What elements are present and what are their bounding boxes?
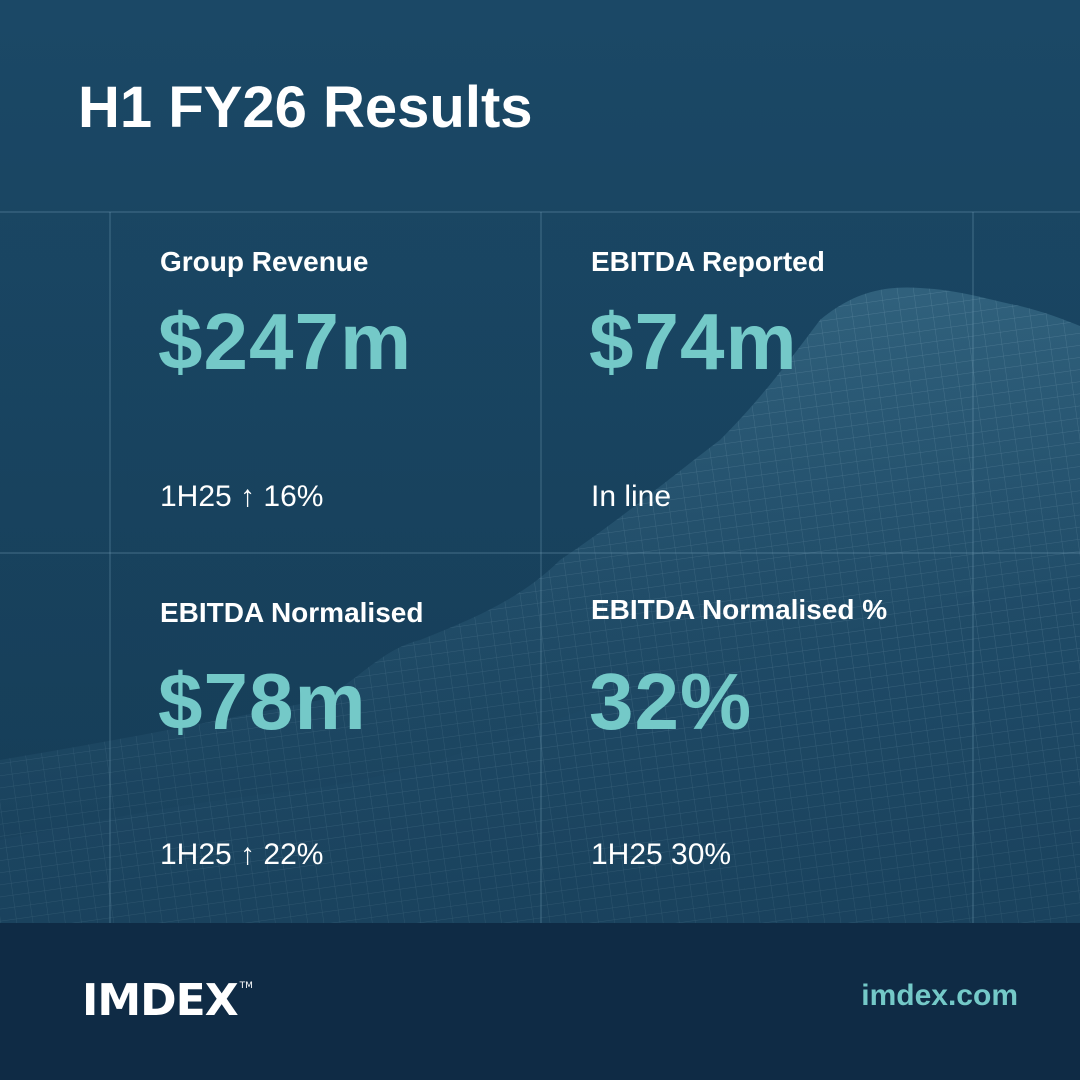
- website-link[interactable]: imdex.com: [861, 979, 1018, 1012]
- metric-comparison: 1H25 ↑ 22%: [160, 838, 324, 871]
- metric-value: 32%: [589, 657, 753, 746]
- metric-label: EBITDA Normalised %: [591, 594, 888, 625]
- metric-label: Group Revenue: [160, 246, 369, 277]
- metric-comparison: 1H25 ↑ 16%: [160, 480, 324, 513]
- logo-text: IMDEX: [82, 975, 239, 1026]
- metric-value: $247m: [158, 297, 413, 386]
- footer: IMDEX TM imdex.com: [0, 923, 1080, 1080]
- metric-comparison: 1H25 30%: [591, 838, 732, 871]
- imdex-logo: IMDEX TM: [82, 975, 253, 1026]
- trademark-mark: TM: [239, 981, 253, 991]
- metric-value: $78m: [158, 657, 367, 746]
- metric-comparison: In line: [591, 480, 672, 513]
- metric-value: $74m: [589, 297, 798, 386]
- metric-label: EBITDA Normalised: [160, 597, 424, 628]
- metric-label: EBITDA Reported: [591, 246, 825, 277]
- page-title: H1 FY26 Results: [78, 75, 533, 140]
